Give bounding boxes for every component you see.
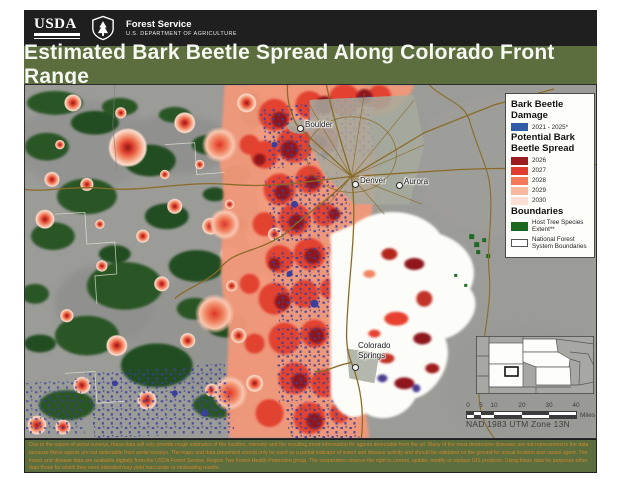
swatch-nfs-boundaries	[511, 238, 528, 247]
scale-tick: 5	[479, 402, 483, 409]
agency-header: USDA Forest Service U.S. DEPARTMENT OF A…	[24, 10, 597, 46]
legend-item-2028: 2028	[511, 176, 589, 185]
forest-boundary-lines	[54, 85, 225, 404]
scale-bar: 0 5 10 20 30 40 Miles	[466, 402, 596, 419]
map-canvas: Boulder Denver Aurora Colorado Springs B…	[24, 84, 597, 439]
damage-speckle-layer	[25, 94, 375, 438]
usda-logo-bar	[34, 37, 80, 40]
scale-tick: 40	[572, 402, 580, 409]
scale-ticks: 0 5 10 20 30 40	[466, 402, 594, 410]
scale-tick: 30	[545, 402, 553, 409]
projection-label: NAD 1983 UTM Zone 13N	[466, 419, 570, 429]
aurora-marker	[396, 182, 403, 189]
swatch-2030	[511, 196, 528, 205]
disclaimer-text: Due to the nature of aerial surveys, the…	[29, 442, 589, 472]
legend-damage-heading: Bark Beetle Damage	[511, 99, 564, 121]
scale-tick: 0	[466, 402, 470, 409]
legend-item-2027: 2027	[511, 166, 589, 175]
legend-item-nfs-boundaries: National Forest System Boundaries	[511, 236, 589, 250]
legend-item-2030: 2030	[511, 196, 589, 205]
legend-item-2029: 2029	[511, 186, 589, 195]
usda-logo: USDA	[34, 15, 80, 40]
colorado-springs-marker	[352, 364, 359, 371]
city-label-boulder: Boulder	[305, 120, 333, 129]
usda-wordmark: USDA	[34, 15, 77, 32]
legend-item-2021-2025: 2021 - 2025*	[511, 123, 589, 132]
swatch-2029	[511, 186, 528, 195]
city-label-colorado-springs-line2: Springs	[358, 351, 386, 360]
city-label-colorado-springs-line1: Colorado	[358, 341, 391, 350]
scale-unit-label: Miles	[580, 412, 596, 419]
disclaimer-bar: Due to the nature of aerial surveys, the…	[24, 439, 597, 473]
agency-title-block: Forest Service U.S. DEPARTMENT OF AGRICU…	[126, 18, 237, 37]
legend-boundaries-heading: Boundaries	[511, 205, 564, 217]
usda-logo-bar	[34, 32, 80, 36]
map-raster	[25, 85, 596, 438]
map-extent-rectangle	[504, 366, 519, 377]
legend-spread-heading: Potential Bark Beetle Spread	[511, 132, 575, 154]
agency-department: U.S. DEPARTMENT OF AGRICULTURE	[126, 30, 237, 37]
agency-name: Forest Service	[126, 18, 192, 30]
swatch-2028	[511, 176, 528, 185]
city-label-denver: Denver	[360, 176, 386, 185]
title-bar: Estimated Bark Beetle Spread Along Color…	[24, 41, 597, 88]
legend-item-host-extent: Host Tree Species Extent**	[511, 219, 589, 233]
locator-inset-map	[476, 336, 594, 394]
document: USDA Forest Service U.S. DEPARTMENT OF A…	[24, 10, 597, 473]
swatch-host-extent	[511, 221, 528, 231]
city-label-aurora: Aurora	[404, 177, 429, 186]
boulder-marker	[297, 125, 304, 132]
scale-tick: 20	[518, 402, 526, 409]
page-title: Estimated Bark Beetle Spread Along Color…	[24, 41, 555, 88]
forest-service-shield-icon	[92, 15, 114, 41]
denver-marker	[352, 181, 359, 188]
swatch-damage-2021-2025	[511, 123, 528, 132]
map-legend: Bark Beetle Damage 2021 - 2025* Potentia…	[505, 93, 595, 259]
swatch-2027	[511, 166, 528, 175]
swatch-2026	[511, 156, 528, 165]
scale-bar-segments	[466, 411, 577, 419]
legend-item-2026: 2026	[511, 156, 589, 165]
scale-tick: 10	[490, 402, 498, 409]
